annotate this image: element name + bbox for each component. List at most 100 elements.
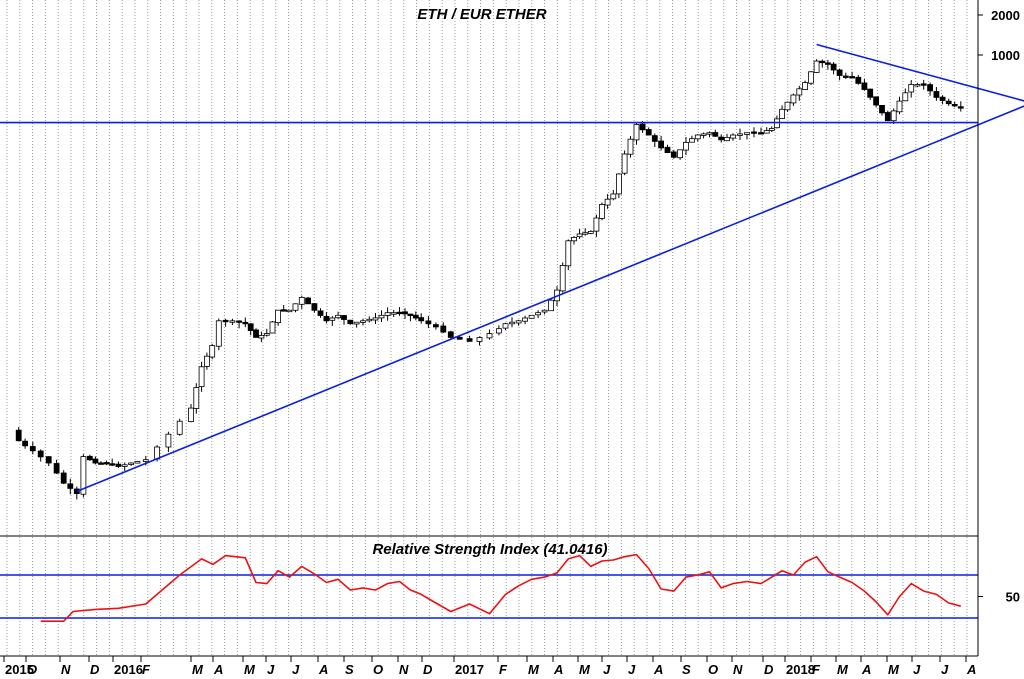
candle-body (247, 323, 254, 331)
month-label: A (318, 662, 328, 677)
candle-body (664, 146, 671, 154)
candle-body (908, 84, 915, 93)
candle-body (957, 106, 964, 109)
candle-body (402, 311, 408, 315)
candle-body (115, 463, 122, 467)
candle-body (98, 462, 104, 465)
candle-body (779, 108, 785, 119)
candle-body (890, 110, 897, 122)
candle-body (142, 459, 149, 462)
candle-body (209, 345, 216, 358)
candle-body (933, 91, 940, 98)
candle-body (222, 319, 229, 323)
candle-body (466, 338, 473, 342)
rsi-ytick-label: 50 (1006, 590, 1020, 605)
candle-body (176, 420, 183, 435)
candle-body (879, 105, 885, 114)
candle-body (353, 321, 360, 325)
candle-body (103, 462, 110, 465)
candle-body (712, 132, 719, 137)
candle-body (836, 69, 843, 76)
candle-body (432, 324, 439, 328)
candle-body (689, 138, 695, 143)
candle-body (198, 366, 205, 387)
candle-body (830, 63, 837, 71)
price-trendlines (0, 43, 1024, 493)
candle-body (633, 124, 640, 141)
candle-body (873, 96, 879, 106)
candle-body (53, 463, 60, 474)
candle-body (236, 320, 243, 323)
candle-body (867, 88, 874, 98)
candle-body (927, 84, 933, 92)
candle-body (515, 320, 522, 324)
candle-body (902, 92, 909, 102)
candle-body (813, 60, 820, 73)
candle-body (80, 456, 87, 495)
month-label: J (267, 662, 275, 677)
candle-body (541, 309, 548, 313)
candle-body (758, 132, 764, 135)
candle-body (286, 309, 293, 313)
candle-body (292, 303, 299, 311)
candle-body (335, 314, 342, 319)
month-label: S (682, 662, 691, 677)
candle-body (253, 329, 259, 338)
candle-body (593, 217, 600, 232)
candle-body (407, 313, 414, 317)
candle-body (604, 198, 611, 206)
month-label: A (553, 662, 563, 677)
candle-body (165, 433, 172, 448)
candle-body (939, 96, 946, 101)
candle-body (45, 456, 52, 464)
month-label: M (837, 662, 849, 677)
candle-body (440, 325, 447, 333)
candle-body (396, 311, 403, 315)
candle-body (384, 312, 391, 316)
candle-body (849, 76, 855, 79)
candle-body (639, 123, 646, 131)
candle-body (341, 315, 347, 320)
candle-body (945, 100, 952, 105)
candle-body (587, 230, 594, 234)
month-label: A (213, 662, 223, 677)
candle-body (502, 323, 509, 329)
candle-body (884, 112, 891, 122)
candle-body (651, 135, 658, 142)
candle-body (229, 320, 236, 323)
month-label: O (708, 662, 718, 677)
candle-body (215, 320, 222, 347)
month-label: J (292, 662, 300, 677)
year-label: 2017 (455, 662, 484, 677)
candle-body (263, 333, 270, 336)
candle-body (495, 328, 502, 334)
year-label: 2018 (786, 662, 815, 677)
candle-body (737, 133, 743, 136)
candle-body (456, 336, 463, 340)
candle-body (677, 149, 683, 159)
candle-body (447, 331, 454, 338)
month-label: J (603, 662, 611, 677)
candle-body (29, 446, 36, 452)
candle-body (796, 88, 803, 96)
candle-body (724, 136, 730, 142)
candle-body (855, 76, 862, 84)
month-label: M (244, 662, 256, 677)
candle-body (275, 309, 282, 324)
rsi-title: Relative Strength Index (41.0416) (372, 541, 607, 558)
candle-body (317, 310, 324, 316)
candle-body (67, 483, 74, 489)
candle-body (565, 240, 572, 267)
candle-body (509, 321, 515, 325)
price-chart-title: ETH / EUR ETHER (417, 6, 546, 23)
candle-body (522, 317, 528, 322)
candle-body (768, 128, 775, 131)
candle-body (825, 62, 831, 65)
month-label: J (913, 662, 921, 677)
candle-body (242, 321, 249, 325)
candle-body (305, 297, 312, 305)
candle-body (718, 136, 725, 141)
candle-body (128, 462, 135, 465)
year-label: 2016 (114, 662, 143, 677)
candle-body (896, 100, 903, 113)
